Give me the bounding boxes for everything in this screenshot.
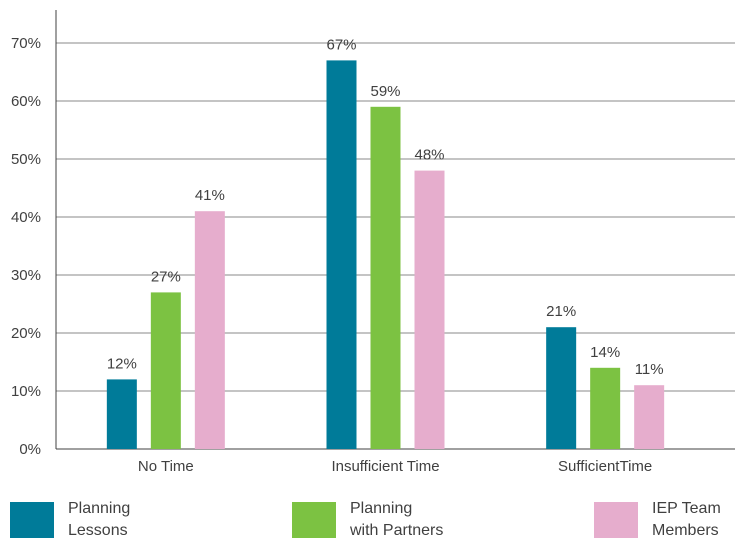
data-label: 14% bbox=[590, 344, 620, 361]
y-tick-label: 50% bbox=[11, 151, 41, 168]
bars bbox=[106, 60, 665, 450]
legend-label-line: Members bbox=[652, 522, 719, 539]
chart: 0% 10% 20% 30% 40% 50% 60% 70% 12% 27% 41% 67% 59% 4… bbox=[11, 10, 735, 475]
legend-label-line: with Partners bbox=[350, 522, 444, 539]
data-label: 48% bbox=[414, 147, 444, 164]
legend-swatch bbox=[10, 502, 54, 538]
bar bbox=[414, 170, 445, 449]
bar bbox=[194, 211, 225, 449]
data-label: 41% bbox=[195, 187, 225, 204]
y-axis-ticks: 0% 10% 20% 30% 40% 50% 60% 70% bbox=[11, 35, 41, 458]
legend: Planning Lessons Planning with Partners … bbox=[0, 498, 735, 543]
legend-item-iep-team-members: IEP Team Members bbox=[594, 498, 721, 542]
y-tick-label: 40% bbox=[11, 209, 41, 226]
data-label: 67% bbox=[326, 36, 356, 53]
y-tick-label: 0% bbox=[19, 441, 41, 458]
x-tick-label: No Time bbox=[138, 458, 194, 475]
bar bbox=[590, 367, 621, 449]
y-tick-label: 20% bbox=[11, 325, 41, 342]
legend-label-line: Planning bbox=[350, 500, 413, 517]
legend-label-line: Planning bbox=[68, 500, 131, 517]
data-label: 21% bbox=[546, 303, 576, 320]
y-tick-label: 10% bbox=[11, 383, 41, 400]
data-label: 27% bbox=[151, 268, 181, 285]
x-tick-label: Insufficient Time bbox=[331, 458, 439, 475]
data-label: 12% bbox=[107, 355, 137, 372]
bar bbox=[634, 385, 665, 449]
legend-label-line: Lessons bbox=[68, 522, 128, 539]
bar bbox=[326, 60, 357, 450]
category-labels: No Time Insufficient Time SufficientTime bbox=[138, 458, 652, 475]
y-tick-label: 70% bbox=[11, 35, 41, 52]
bar bbox=[106, 379, 137, 449]
legend-item-planning-lessons: Planning Lessons bbox=[10, 498, 130, 542]
data-labels: 12% 27% 41% 67% 59% 48% 21% 14% 11% bbox=[107, 36, 664, 378]
legend-swatch bbox=[292, 502, 336, 538]
data-label: 11% bbox=[635, 361, 664, 378]
legend-label-line: IEP Team bbox=[652, 500, 721, 517]
data-label: 59% bbox=[370, 83, 400, 100]
y-tick-label: 30% bbox=[11, 267, 41, 284]
y-tick-label: 60% bbox=[11, 93, 41, 110]
x-tick-label: SufficientTime bbox=[558, 458, 652, 475]
legend-swatch bbox=[594, 502, 638, 538]
bar bbox=[150, 292, 181, 449]
bar bbox=[546, 327, 577, 449]
legend-item-planning-with-partners: Planning with Partners bbox=[292, 498, 443, 542]
bar bbox=[370, 106, 401, 450]
